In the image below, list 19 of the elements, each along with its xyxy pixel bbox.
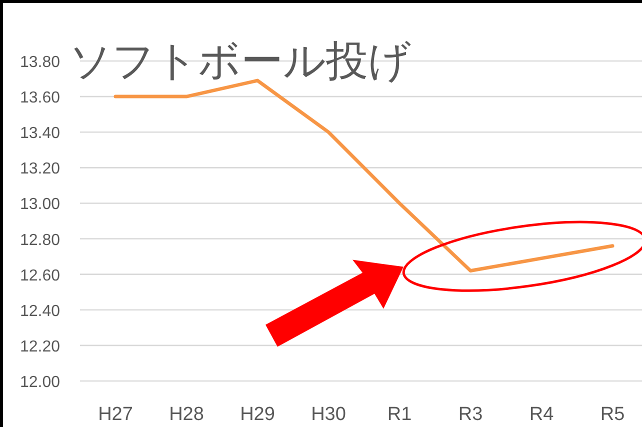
x-tick-label: R3 bbox=[458, 404, 483, 425]
x-tick-label: H27 bbox=[98, 404, 133, 425]
y-tick-label: 12.20 bbox=[20, 338, 60, 356]
y-tick-label: 12.00 bbox=[20, 374, 60, 391]
x-tick-label: R5 bbox=[600, 404, 625, 425]
y-tick-label: 13.80 bbox=[20, 54, 60, 71]
y-tick-label: 12.60 bbox=[20, 267, 60, 284]
y-tick-label: 13.40 bbox=[20, 125, 60, 142]
chart-title: ソフトボール投げ bbox=[69, 37, 411, 84]
x-tick-label: H29 bbox=[240, 404, 275, 425]
y-tick-label: 12.40 bbox=[20, 302, 60, 320]
x-tick-label: H30 bbox=[311, 404, 346, 425]
y-tick-label: 13.00 bbox=[20, 196, 60, 214]
x-tick-label: H28 bbox=[169, 404, 204, 425]
y-tick-label: 13.60 bbox=[20, 90, 60, 107]
y-tick-label: 13.20 bbox=[20, 160, 60, 178]
y-tick-label: 12.80 bbox=[20, 232, 60, 249]
x-tick-label: R1 bbox=[387, 404, 412, 425]
x-tick-label: R4 bbox=[529, 404, 554, 425]
